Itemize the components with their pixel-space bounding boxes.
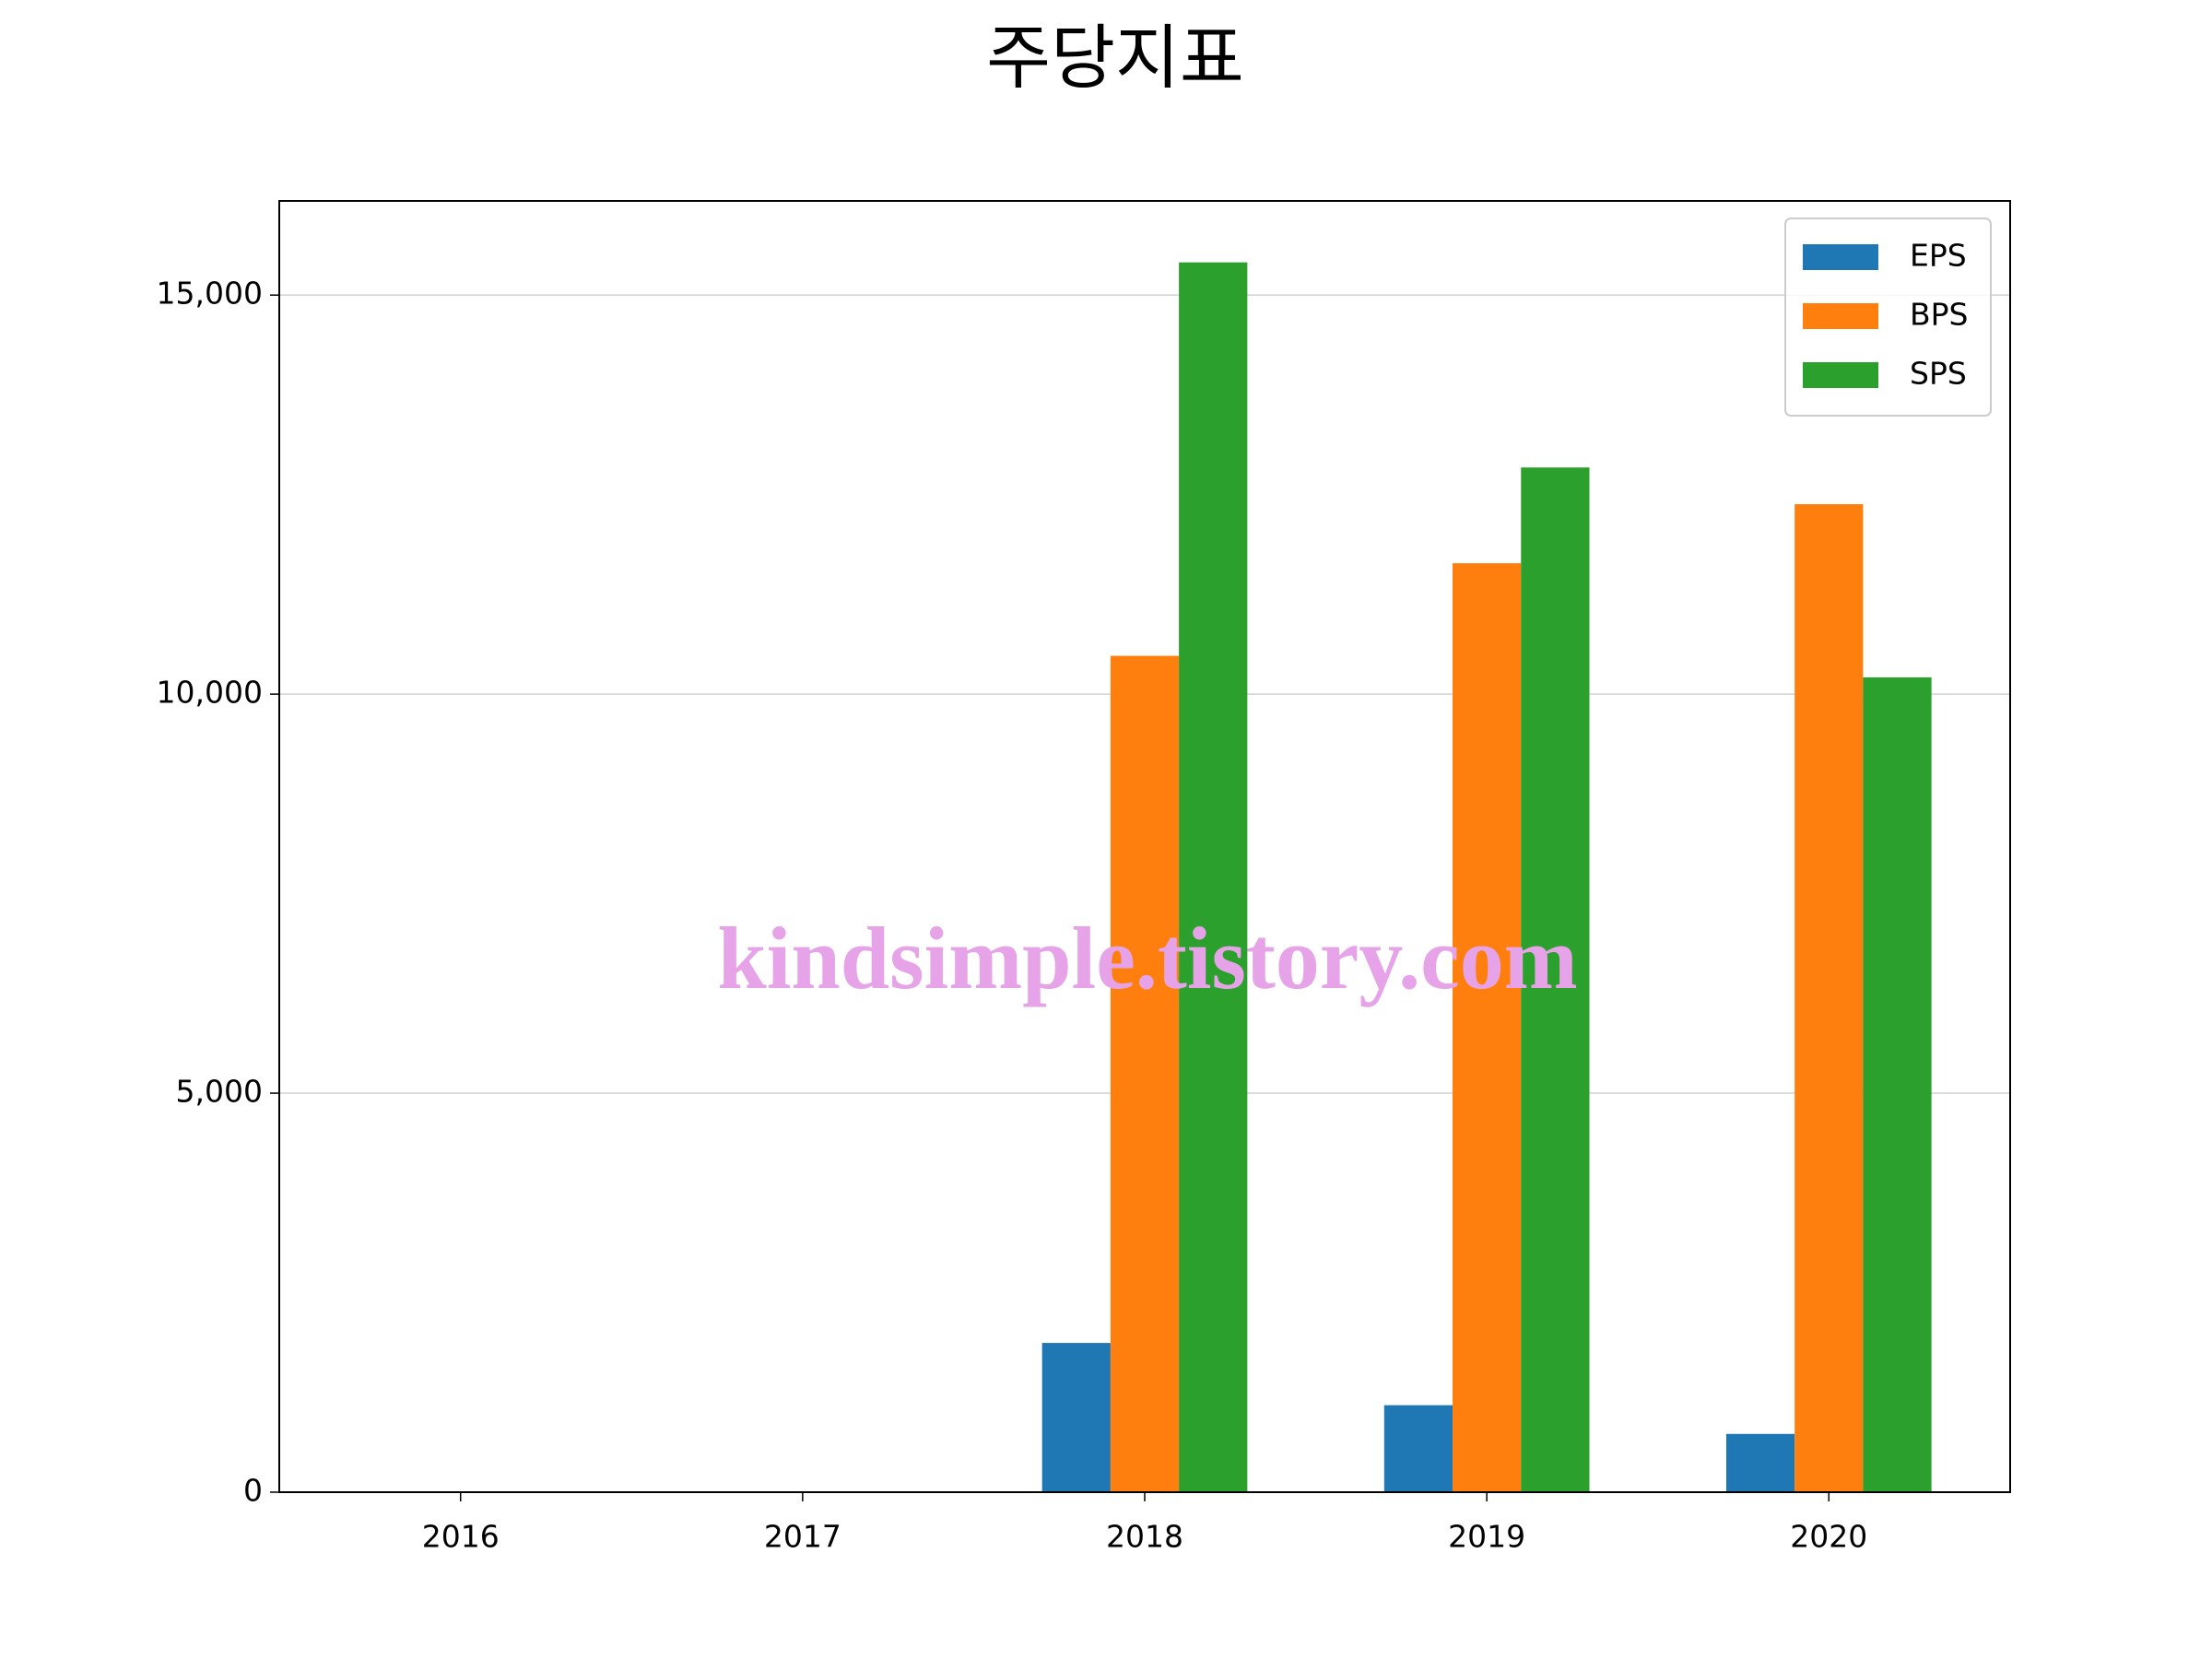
bar xyxy=(1383,1405,1453,1492)
legend-swatch xyxy=(1803,244,1878,270)
legend-label: SPS xyxy=(1910,356,1967,392)
x-tick-label: 2018 xyxy=(1106,1519,1183,1555)
legend-label: EPS xyxy=(1910,238,1967,274)
y-tick-label: 5,000 xyxy=(176,1074,263,1110)
bar xyxy=(1794,504,1864,1492)
bar xyxy=(1453,563,1522,1492)
bar xyxy=(1179,262,1248,1492)
y-tick-label: 0 xyxy=(243,1473,263,1509)
y-tick-label: 15,000 xyxy=(157,276,263,312)
bar xyxy=(1521,467,1590,1492)
watermark: kindsimple.tistory.com xyxy=(717,909,1577,1007)
bar xyxy=(1110,655,1180,1492)
plot-frame xyxy=(278,200,2011,1493)
chart-title: 주당지표 xyxy=(986,17,1244,99)
x-tick-label: 2016 xyxy=(422,1519,500,1555)
bar xyxy=(1041,1343,1111,1492)
y-tick-label: 10,000 xyxy=(157,675,263,711)
legend-label: BPS xyxy=(1910,297,1969,333)
legend-swatch xyxy=(1803,303,1878,329)
x-tick-label: 2017 xyxy=(764,1519,841,1555)
x-tick-label: 2019 xyxy=(1448,1519,1525,1555)
bar xyxy=(1725,1433,1795,1492)
legend-swatch xyxy=(1803,362,1878,388)
x-tick-label: 2020 xyxy=(1790,1519,1867,1555)
bar xyxy=(1863,677,1932,1492)
